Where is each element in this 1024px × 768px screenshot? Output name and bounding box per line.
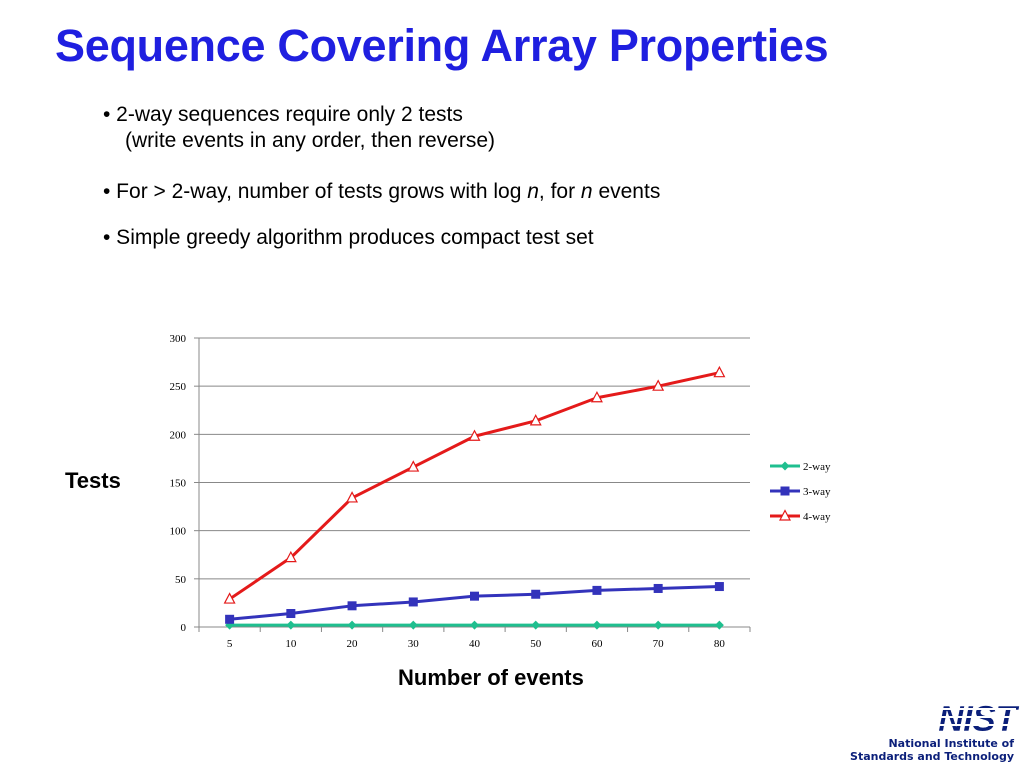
nist-line2: Standards and Technology bbox=[850, 750, 1014, 763]
bullet-two-way-line2: (write events in any order, then reverse… bbox=[125, 129, 496, 152]
series-line-4-way bbox=[228, 371, 720, 601]
data-point-3-way bbox=[225, 614, 235, 624]
data-point-3-way bbox=[470, 591, 479, 601]
data-point-2-way bbox=[714, 620, 724, 630]
x-axis-title: Number of events bbox=[398, 665, 584, 690]
data-point-2-way bbox=[531, 620, 541, 630]
bullet-growth-post: events bbox=[592, 180, 661, 203]
x-tick-label: 40 bbox=[469, 638, 481, 650]
bullet-growth-mid: , for bbox=[538, 180, 581, 203]
y-tick-label: 300 bbox=[170, 333, 187, 345]
data-point-4-way bbox=[468, 429, 481, 441]
data-point-3-way bbox=[347, 601, 357, 611]
y-tick-label: 0 bbox=[181, 622, 187, 634]
bullet-growth-n1: n bbox=[527, 180, 539, 203]
data-point-4-way bbox=[407, 460, 420, 472]
x-tick-label: 50 bbox=[530, 638, 542, 650]
slide-title: Sequence Covering Array Properties bbox=[55, 20, 829, 71]
nist-logo: NIST National Institute of Standards and… bbox=[850, 700, 1020, 764]
data-point-3-way bbox=[408, 597, 418, 607]
data-point-3-way bbox=[531, 589, 541, 599]
y-axis-title: Tests bbox=[65, 468, 121, 493]
data-point-3-way bbox=[592, 585, 602, 595]
y-tick-label: 100 bbox=[170, 526, 187, 538]
bullet-two-way: • 2-way sequences require only 2 tests (… bbox=[103, 102, 495, 154]
data-point-4-way bbox=[713, 365, 726, 378]
bullet-growth: • For > 2-way, number of tests grows wit… bbox=[103, 179, 660, 205]
y-tick-label: 150 bbox=[170, 478, 187, 490]
legend-label-4-way: 4-way bbox=[803, 511, 831, 523]
data-point-2-way bbox=[653, 620, 663, 630]
x-tick-label: 10 bbox=[285, 638, 297, 650]
bullet-greedy-text: • Simple greedy algorithm produces compa… bbox=[103, 226, 594, 249]
data-point-4-way bbox=[223, 592, 236, 604]
bullet-growth-pre: • For > 2-way, number of tests grows wit… bbox=[103, 180, 528, 203]
y-tick-label: 200 bbox=[170, 429, 187, 441]
legend-label-3-way: 3-way bbox=[803, 486, 831, 498]
x-tick-label: 30 bbox=[408, 638, 420, 650]
bullet-two-way-line1: • 2-way sequences require only 2 tests bbox=[103, 103, 463, 126]
data-point-2-way bbox=[408, 620, 418, 630]
data-point-3-way bbox=[714, 582, 724, 592]
nist-wordmark: NIST bbox=[932, 700, 1020, 736]
data-point-2-way bbox=[592, 620, 602, 630]
data-point-4-way bbox=[652, 379, 665, 391]
x-tick-label: 60 bbox=[591, 638, 603, 650]
y-tick-label: 50 bbox=[175, 574, 187, 586]
bullet-greedy: • Simple greedy algorithm produces compa… bbox=[103, 225, 594, 251]
data-point-4-way bbox=[529, 414, 542, 426]
data-point-3-way bbox=[653, 583, 663, 593]
x-tick-label: 20 bbox=[347, 638, 359, 650]
legend-marker-4-way bbox=[779, 509, 791, 521]
data-point-4-way bbox=[346, 491, 359, 503]
data-point-4-way bbox=[590, 390, 603, 403]
y-tick-label: 250 bbox=[170, 381, 187, 393]
nist-line1: National Institute of bbox=[888, 737, 1014, 750]
x-tick-label: 5 bbox=[227, 638, 233, 650]
series-line-3-way bbox=[229, 585, 720, 621]
x-tick-label: 80 bbox=[714, 638, 726, 650]
data-point-2-way bbox=[286, 620, 296, 630]
legend-marker-3-way bbox=[780, 486, 790, 496]
data-point-2-way bbox=[470, 620, 479, 630]
data-point-4-way bbox=[284, 550, 297, 563]
data-point-2-way bbox=[347, 620, 357, 630]
x-tick-label: 70 bbox=[653, 638, 665, 650]
data-point-3-way bbox=[286, 609, 296, 619]
bullet-growth-n2: n bbox=[580, 180, 593, 203]
legend-marker-2-way bbox=[780, 461, 790, 471]
legend-label-2-way: 2-way bbox=[803, 461, 831, 473]
